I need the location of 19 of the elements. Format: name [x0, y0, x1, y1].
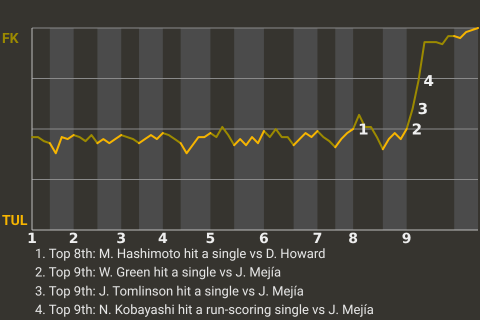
annotation: 3 — [418, 100, 428, 118]
annotation: 2 — [412, 120, 422, 138]
x-tick-label: 4 — [158, 230, 168, 247]
x-tick-label: 5 — [206, 230, 216, 247]
x-tick-label: 7 — [312, 230, 322, 247]
text: 4. Top 9th: N. Kobayashi hit a run-scoring single vs J. Mejía — [35, 303, 374, 318]
text: 2. Top 9th: W. Green hit a single vs J. Mejía — [35, 266, 282, 281]
text: FK — [2, 30, 19, 47]
text: 1. Top 8th: M. Hashimoto hit a single vs D. Howard — [35, 247, 326, 262]
x-tick-label: 8 — [348, 230, 358, 247]
annotation: 1 — [358, 120, 369, 138]
text: TUL — [2, 212, 28, 229]
annotation: 4 — [423, 72, 434, 90]
x-tick-label: 3 — [116, 230, 126, 247]
text: 3. Top 9th: J. Tomlinson hit a single vs J. Mejía — [35, 284, 304, 300]
x-tick-label: 1 — [27, 230, 37, 247]
x-tick-label: 6 — [259, 230, 269, 247]
x-tick-label: 2 — [68, 230, 78, 247]
x-tick-label: 9 — [402, 230, 412, 247]
